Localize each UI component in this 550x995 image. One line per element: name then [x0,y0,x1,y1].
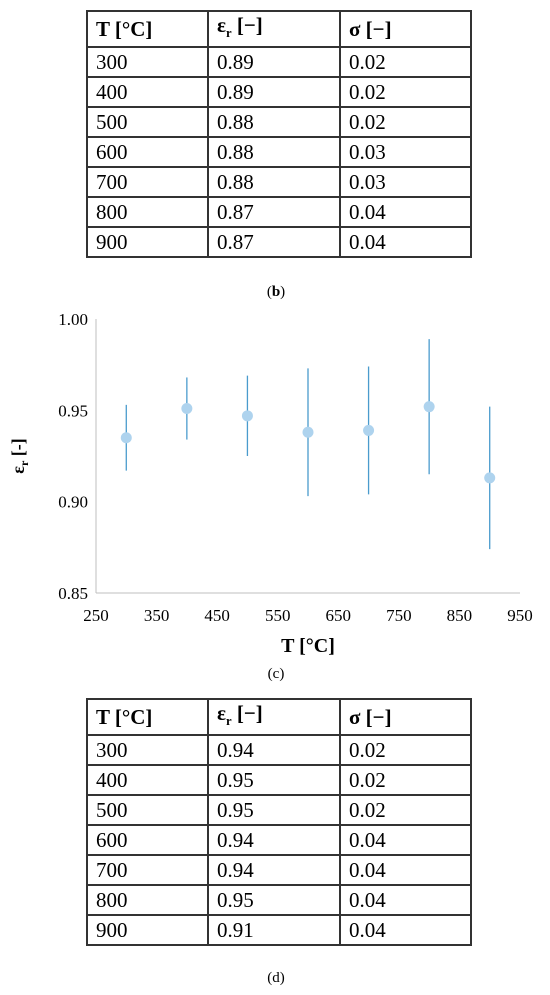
header-emissivity: εr [−] [207,9,341,49]
y-tick-label: 0.85 [58,584,88,603]
y-axis-label: εr [-] [8,438,31,474]
x-tick-label: 850 [447,606,473,625]
cell-emissivity: 0.94 [207,734,341,767]
y-tick-label: 1.00 [58,310,88,329]
cell-sigma: 0.04 [339,824,472,857]
cell-temperature: 500 [86,794,209,827]
cell-sigma: 0.03 [339,136,472,169]
table-header-row: T [°C] εr [−] σ [−] [86,9,472,49]
cell-sigma: 0.04 [339,196,472,229]
cell-emissivity: 0.95 [207,794,341,827]
table-row: 900 0.87 0.04 [86,226,472,259]
emissivity-table-d: T [°C] εr [−] σ [−] 300 0.94 0.02 400 0.95 0.… [86,697,472,947]
x-tick-label: 750 [386,606,412,625]
caption-c: (c) [267,666,285,682]
table-row: 600 0.88 0.03 [86,136,472,169]
cell-emissivity: 0.94 [207,824,341,857]
table-row: 700 0.94 0.04 [86,854,472,887]
cell-sigma: 0.02 [339,734,472,767]
cell-emissivity: 0.87 [207,196,341,229]
data-point [181,403,193,415]
y-tick-label: 0.95 [58,401,88,420]
cell-temperature: 700 [86,854,209,887]
header-temperature: T [°C] [86,9,209,49]
data-point [423,401,435,413]
data-point [241,410,253,422]
cell-sigma: 0.02 [339,46,472,79]
caption-b: (b) [266,284,286,300]
data-point [363,424,375,436]
emissivity-table-b: T [°C] εr [−] σ [−] 300 0.89 0.02 400 0.89 0.… [86,9,472,259]
x-axis-label: T [°C] [281,635,335,657]
cell-temperature: 400 [86,76,209,109]
header-temperature: T [°C] [86,697,209,737]
table-row: 600 0.94 0.04 [86,824,472,857]
x-tick-label: 650 [326,606,352,625]
table-row: 400 0.89 0.02 [86,76,472,109]
cell-temperature: 600 [86,824,209,857]
cell-temperature: 300 [86,734,209,767]
cell-temperature: 900 [86,226,209,259]
table-row: 300 0.94 0.02 [86,734,472,767]
header-emissivity: εr [−] [207,697,341,737]
cell-temperature: 500 [86,106,209,139]
caption-d: (d) [267,970,285,986]
header-sigma: σ [−] [339,697,472,737]
x-tick-label: 350 [144,606,170,625]
table-row: 500 0.95 0.02 [86,794,472,827]
cell-temperature: 700 [86,166,209,199]
table-header-row: T [°C] εr [−] σ [−] [86,697,472,737]
cell-temperature: 900 [86,914,209,947]
x-tick-label: 450 [204,606,230,625]
cell-emissivity: 0.94 [207,854,341,887]
cell-temperature: 600 [86,136,209,169]
cell-emissivity: 0.88 [207,166,341,199]
cell-sigma: 0.03 [339,166,472,199]
table-row: 900 0.91 0.04 [86,914,472,947]
emissivity-chart: 0.85 0.90 0.95 1.00 250 350 450 550 650 750 850 950… [8,310,533,657]
cell-emissivity: 0.87 [207,226,341,259]
cell-emissivity: 0.88 [207,106,341,139]
cell-emissivity: 0.95 [207,764,341,797]
x-tick-label: 550 [265,606,291,625]
table-row: 500 0.88 0.02 [86,106,472,139]
cell-sigma: 0.04 [339,854,472,887]
cell-sigma: 0.04 [339,884,472,917]
table-row: 400 0.95 0.02 [86,764,472,797]
data-point [484,472,496,484]
cell-sigma: 0.04 [339,914,472,947]
x-tick-label: 950 [507,606,533,625]
data-point [120,432,132,444]
x-tick-label: 250 [83,606,109,625]
table-row: 300 0.89 0.02 [86,46,472,79]
cell-temperature: 800 [86,884,209,917]
cell-emissivity: 0.89 [207,76,341,109]
cell-sigma: 0.02 [339,794,472,827]
cell-temperature: 400 [86,764,209,797]
cell-sigma: 0.04 [339,226,472,259]
y-tick-label: 0.90 [58,493,88,512]
cell-sigma: 0.02 [339,76,472,109]
data-point [302,426,314,438]
cell-emissivity: 0.91 [207,914,341,947]
cell-emissivity: 0.95 [207,884,341,917]
cell-temperature: 800 [86,196,209,229]
table-row: 800 0.95 0.04 [86,884,472,917]
cell-emissivity: 0.88 [207,136,341,169]
cell-temperature: 300 [86,46,209,79]
cell-sigma: 0.02 [339,764,472,797]
cell-sigma: 0.02 [339,106,472,139]
cell-emissivity: 0.89 [207,46,341,79]
table-row: 800 0.87 0.04 [86,196,472,229]
header-sigma: σ [−] [339,9,472,49]
table-row: 700 0.88 0.03 [86,166,472,199]
